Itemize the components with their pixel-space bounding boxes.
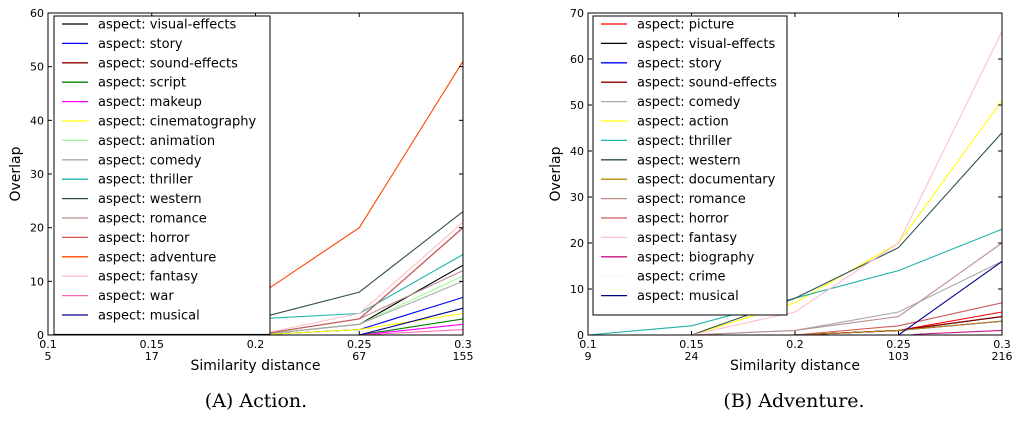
x-tick-label: 0.15 xyxy=(140,338,165,351)
legend-entry: aspect: documentary xyxy=(637,173,776,188)
legend: aspect: visual-effects aspect: story aspec… xyxy=(53,15,271,335)
legend-entry: aspect: war xyxy=(98,289,174,304)
legend-entry: aspect: visual-effects xyxy=(637,37,776,52)
y-tick-label: 50 xyxy=(570,99,584,112)
x-secondary-label: 216 xyxy=(992,350,1013,363)
x-tick-label: 0.3 xyxy=(993,338,1011,351)
x-secondary-label: 24 xyxy=(685,350,699,363)
legend-entry: aspect: action xyxy=(637,115,729,130)
x-secondary-label: 5 xyxy=(45,350,52,363)
legend-entry: aspect: thriller xyxy=(98,173,193,188)
legend-box xyxy=(592,15,788,316)
x-tick-label: 0.25 xyxy=(886,338,911,351)
y-tick-label: 30 xyxy=(570,191,584,204)
legend-entry: aspect: musical xyxy=(637,289,739,304)
legend-entry: aspect: romance xyxy=(98,212,207,227)
legend-entry: aspect: horror xyxy=(98,231,190,246)
y-tick-label: 20 xyxy=(30,222,44,235)
x-tick-label: 0.15 xyxy=(679,338,704,351)
y-axis-label: Overlap xyxy=(8,146,24,201)
legend-entry: aspect: makeup xyxy=(98,95,202,110)
legend-entry: aspect: fantasy xyxy=(637,231,737,246)
y-tick-label: 20 xyxy=(570,237,584,250)
x-secondary-label: 103 xyxy=(888,350,909,363)
legend-entry: aspect: adventure xyxy=(98,250,216,265)
x-axis-label: Similarity distance xyxy=(191,358,321,374)
figure-caption: (A) Action. xyxy=(205,390,307,412)
legend-entry: aspect: crime xyxy=(637,270,726,285)
legend-entry: aspect: sound-effects xyxy=(98,56,238,71)
y-tick-label: 10 xyxy=(30,275,44,288)
x-secondary-label: 9 xyxy=(585,350,592,363)
legend-entry: aspect: story xyxy=(98,37,183,52)
y-tick-label: 50 xyxy=(30,61,44,74)
legend-entry: aspect: comedy xyxy=(98,153,202,168)
legend-entry: aspect: script xyxy=(98,76,186,91)
y-tick-label: 40 xyxy=(30,114,44,127)
legend-entry: aspect: romance xyxy=(637,192,746,207)
legend-entry: aspect: thriller xyxy=(637,134,732,149)
x-axis-label: Similarity distance xyxy=(730,358,860,374)
legend-box xyxy=(53,15,271,335)
y-tick-label: 60 xyxy=(570,53,584,66)
legend-entry: aspect: sound-effects xyxy=(637,76,777,91)
legend-entry: aspect: visual-effects xyxy=(98,18,237,33)
legend: aspect: picture aspect: visual-effects asp… xyxy=(592,15,788,316)
y-tick-label: 70 xyxy=(570,7,584,20)
x-tick-label: 0.2 xyxy=(247,338,265,351)
x-tick-label: 0.2 xyxy=(786,338,804,351)
legend-entry: aspect: cinematography xyxy=(98,115,256,130)
legend-entry: aspect: story xyxy=(637,56,722,71)
x-secondary-label: 67 xyxy=(352,350,366,363)
y-axis-label: Overlap xyxy=(548,146,564,201)
x-tick-label: 0.1 xyxy=(39,338,57,351)
legend-entry: aspect: western xyxy=(637,153,741,168)
y-tick-label: 60 xyxy=(30,7,44,20)
y-tick-label: 0 xyxy=(577,329,584,342)
figure-caption: (B) Adventure. xyxy=(723,390,864,412)
x-secondary-label: 155 xyxy=(453,350,474,363)
y-tick-label: 40 xyxy=(570,145,584,158)
y-tick-label: 10 xyxy=(570,283,584,296)
legend-entry: aspect: comedy xyxy=(637,95,741,110)
y-tick-label: 0 xyxy=(37,329,44,342)
y-tick-label: 30 xyxy=(30,168,44,181)
x-tick-label: 0.25 xyxy=(347,338,372,351)
legend-entry: aspect: animation xyxy=(98,134,215,149)
x-tick-label: 0.3 xyxy=(454,338,472,351)
legend-entry: aspect: picture xyxy=(637,18,734,33)
legend-entry: aspect: western xyxy=(98,192,202,207)
x-tick-label: 0.1 xyxy=(579,338,597,351)
legend-entry: aspect: biography xyxy=(637,250,755,265)
legend-entry: aspect: musical xyxy=(98,309,200,324)
legend-entry: aspect: fantasy xyxy=(98,270,198,285)
x-secondary-label: 17 xyxy=(145,350,159,363)
legend-entry: aspect: horror xyxy=(637,212,729,227)
